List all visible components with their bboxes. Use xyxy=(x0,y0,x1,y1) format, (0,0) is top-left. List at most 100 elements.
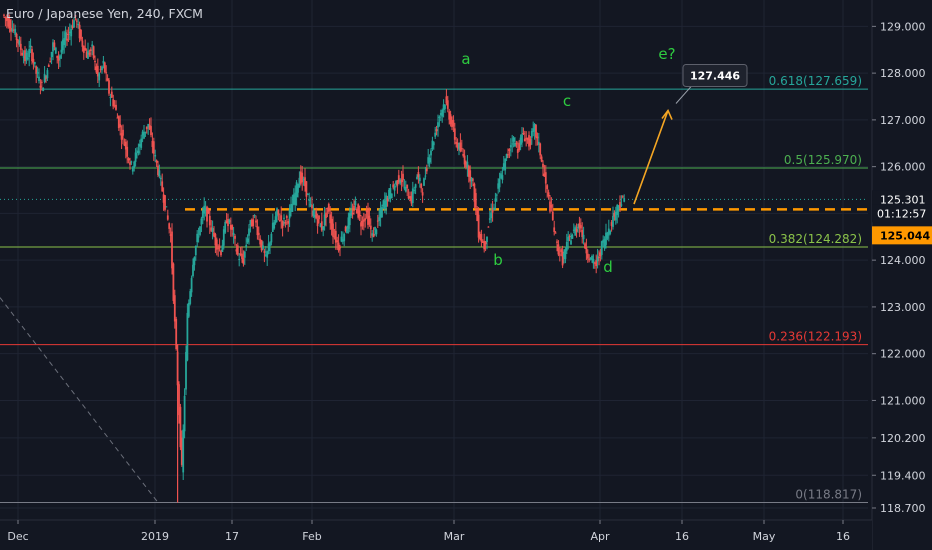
candle-body xyxy=(256,226,259,236)
candle-body xyxy=(376,220,379,222)
fib-label: 0.236(122.193) xyxy=(769,330,862,344)
candle-body xyxy=(203,205,206,214)
candle-body xyxy=(250,219,253,227)
candle-body xyxy=(159,177,162,180)
candle-body xyxy=(113,105,116,107)
price-tick-label: 128.000 xyxy=(880,67,926,80)
candle-body xyxy=(150,126,152,136)
candle-body xyxy=(246,238,249,243)
candle-body xyxy=(409,200,411,202)
candle-body xyxy=(458,143,460,150)
candle-body xyxy=(536,136,539,139)
candle-body xyxy=(523,138,526,142)
candle-body xyxy=(201,210,204,218)
candle-body xyxy=(91,44,94,47)
candle-body xyxy=(470,178,473,182)
candle-body xyxy=(540,156,543,162)
candle-body xyxy=(33,61,36,65)
candle-body xyxy=(22,56,25,58)
candle-body xyxy=(519,137,522,145)
candle-body xyxy=(533,124,536,132)
candle-body xyxy=(257,232,260,236)
price-tick-label: 127.000 xyxy=(880,114,926,127)
candle-body xyxy=(213,232,215,237)
candle-body xyxy=(236,245,239,255)
level-price-tag xyxy=(872,226,932,245)
candle-body xyxy=(322,226,325,230)
candle-body xyxy=(192,264,194,277)
candle-body xyxy=(255,220,257,223)
price-tick-label: 129.000 xyxy=(880,20,926,33)
candle-body xyxy=(158,170,161,176)
candle-body xyxy=(393,186,396,191)
candle-body xyxy=(621,196,624,198)
candle-body xyxy=(221,245,224,253)
candle-body xyxy=(124,141,127,150)
candle-body xyxy=(81,40,84,47)
candle-body xyxy=(87,50,89,59)
candle-body xyxy=(498,178,501,188)
candle-body xyxy=(207,210,210,214)
candle-body xyxy=(285,215,288,218)
candle-body xyxy=(379,208,382,218)
candle-body xyxy=(578,223,581,228)
candle-body xyxy=(546,185,549,190)
candle-body xyxy=(565,241,568,251)
candle-body xyxy=(270,233,273,243)
candle-body xyxy=(323,214,326,226)
symbol-title: Euro / Japanese Yen, 240, FXCM xyxy=(6,6,203,21)
candle-body xyxy=(291,203,294,212)
candle-body xyxy=(273,222,276,229)
candle-body xyxy=(138,144,141,147)
candle-body xyxy=(530,131,533,138)
candle-body xyxy=(61,39,64,51)
candle-body xyxy=(360,222,362,227)
candle-body xyxy=(36,72,39,74)
countdown-tag xyxy=(872,204,932,223)
target-label: 127.446 xyxy=(690,69,740,82)
candle-body xyxy=(428,157,431,163)
candle-body xyxy=(390,193,393,199)
candle-body xyxy=(169,234,172,237)
candle-body xyxy=(242,258,245,264)
forecast-arrow: 127.446 xyxy=(633,63,748,205)
candle-body xyxy=(144,131,147,133)
candle-body xyxy=(253,215,256,217)
time-tick-label: Feb xyxy=(302,530,321,543)
candle-body xyxy=(133,161,136,168)
candle-body xyxy=(66,38,68,41)
candle-body xyxy=(309,204,312,206)
candle-body xyxy=(199,226,201,236)
candle-body xyxy=(320,221,323,231)
candle-body xyxy=(413,189,416,191)
candle-body xyxy=(544,172,547,184)
wave-label-b: b xyxy=(493,251,503,269)
candle-body xyxy=(425,168,428,172)
candle-body xyxy=(290,204,292,210)
candle-body xyxy=(75,20,78,22)
candle-body xyxy=(115,104,117,110)
candle-body xyxy=(54,47,57,54)
candle-body xyxy=(225,220,228,223)
candle-body xyxy=(619,202,621,209)
candle-body xyxy=(217,248,220,250)
candle-body xyxy=(243,251,246,258)
price-tick-label: 124.000 xyxy=(880,254,926,267)
candle-body xyxy=(344,226,347,232)
candle-body xyxy=(67,33,70,35)
candle-body xyxy=(462,154,465,156)
candle-body xyxy=(74,15,77,17)
candle-body xyxy=(231,225,234,230)
candle-body xyxy=(284,222,287,224)
candle-body xyxy=(550,204,553,208)
candle-body xyxy=(204,207,207,210)
candle-body xyxy=(399,179,402,184)
countdown-label: 01:12:57 xyxy=(877,207,926,220)
candle-body xyxy=(469,170,472,182)
candle-body xyxy=(154,155,157,157)
candle-body xyxy=(466,161,469,168)
candle-body xyxy=(173,295,176,322)
candle-body xyxy=(12,29,15,31)
candle-body xyxy=(196,233,199,243)
